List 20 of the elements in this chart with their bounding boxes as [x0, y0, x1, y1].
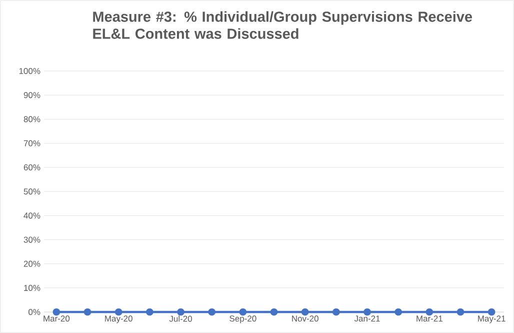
x-tick-label: Mar-21: [416, 316, 442, 322]
x-tick-label: Mar-20: [44, 316, 70, 322]
x-tick-label: May-20: [105, 316, 132, 324]
y-tick-label: 30%: [24, 236, 40, 243]
y-tick-label: 90%: [24, 92, 40, 98]
y-tick-label: 80%: [24, 116, 40, 122]
y-tick-label: 100%: [19, 68, 40, 74]
y-tick-label: 70%: [24, 140, 40, 146]
x-tick-label: Sep-20: [230, 316, 256, 324]
x-tick-label: Jan-21: [354, 316, 380, 322]
y-tick-label: 20%: [24, 260, 40, 267]
y-tick-label: 10%: [24, 284, 40, 291]
y-tick-label: 60%: [24, 164, 40, 170]
y-tick-label: 0%: [28, 308, 40, 316]
y-tick-label: 50%: [24, 188, 40, 195]
chart-title: Measure #3: % Individual/Group Supervisions Receive EL&L Content was Discussed: [93, 11, 472, 39]
x-tick-label: May-21: [478, 316, 506, 324]
x-tick-label: Nov-20: [292, 316, 318, 322]
y-tick-label: 40%: [24, 212, 40, 219]
x-tick-label: Jul-20: [169, 316, 192, 322]
